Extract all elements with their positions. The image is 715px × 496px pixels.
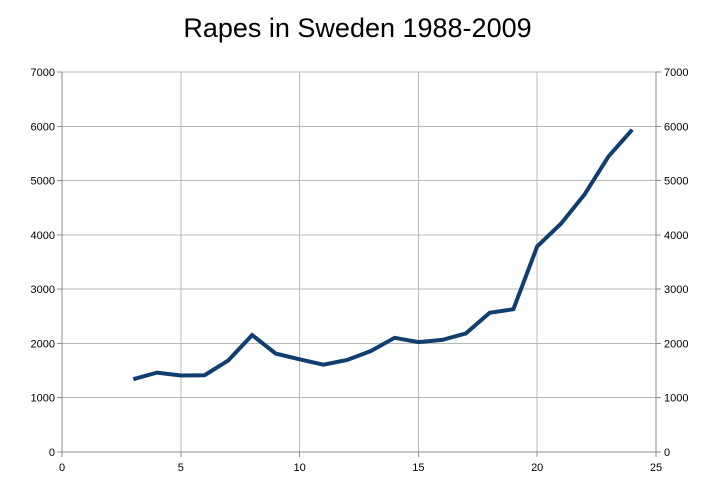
- x-axis-label: 20: [531, 462, 543, 474]
- y-axis-label-left: 0: [49, 447, 55, 459]
- y-axis-label-right: 2000: [664, 338, 688, 350]
- y-axis-label-left: 1000: [31, 393, 55, 405]
- x-axis-label: 25: [650, 462, 662, 474]
- y-axis-label-right: 1000: [664, 393, 688, 405]
- y-axis-label-left: 7000: [31, 67, 55, 79]
- y-axis-label-left: 6000: [31, 121, 55, 133]
- chart-title: Rapes in Sweden 1988-2009: [183, 13, 532, 43]
- y-axis-label-right: 7000: [664, 67, 688, 79]
- y-axis-label-right: 5000: [664, 176, 688, 188]
- data-line-rapes-reported: [132, 128, 634, 382]
- y-axis-label-left: 4000: [31, 230, 55, 242]
- x-axis-label: 10: [293, 462, 305, 474]
- y-axis-label-left: 3000: [31, 284, 55, 296]
- y-axis-label-right: 6000: [664, 121, 688, 133]
- y-axis-label-right: 3000: [664, 284, 688, 296]
- y-axis-label-right: 4000: [664, 230, 688, 242]
- y-axis-label-right: 0: [664, 447, 670, 459]
- x-axis-label: 0: [59, 462, 65, 474]
- x-axis-label: 5: [178, 462, 184, 474]
- y-axis-label-left: 2000: [31, 338, 55, 350]
- y-axis-label-left: 5000: [31, 176, 55, 188]
- x-axis-label: 15: [412, 462, 424, 474]
